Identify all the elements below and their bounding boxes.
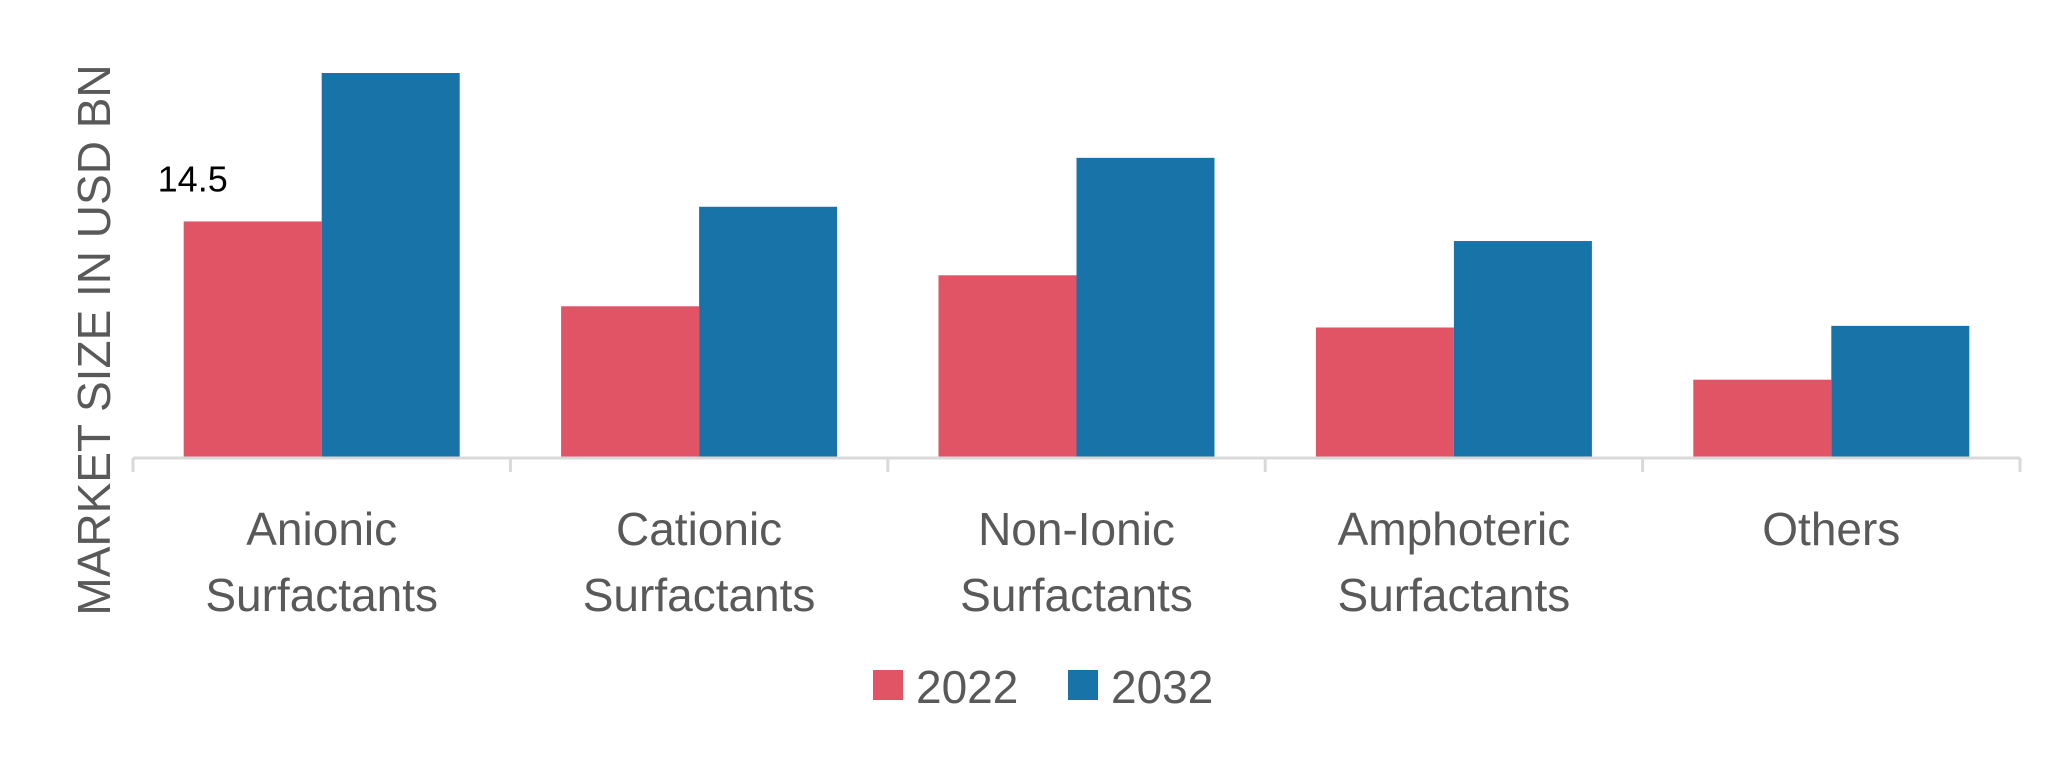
bar-2022-1 — [561, 306, 700, 458]
x-axis-group — [131, 456, 2022, 472]
bar-2032-2 — [1076, 157, 1215, 458]
category-label-1: Cationic Surfactants — [583, 503, 816, 621]
legend-swatch-2022 — [873, 670, 903, 700]
legend-swatch-2032 — [1068, 670, 1098, 700]
bars-group — [183, 73, 1970, 458]
bar-2022-0 — [183, 221, 322, 458]
bar-2032-0 — [321, 73, 460, 458]
data-labels-group: 14.5 — [158, 158, 228, 199]
bar-2022-4 — [1693, 379, 1832, 458]
bar-2032-1 — [699, 206, 838, 458]
legend-label-2032: 2032 — [1111, 661, 1213, 713]
category-label-4: Others — [1762, 503, 1900, 555]
bar-2032-4 — [1831, 325, 1970, 458]
y-axis-title-group: MARKET SIZE IN USD BN — [68, 64, 120, 615]
bar-2022-3 — [1315, 327, 1454, 458]
y-axis-title: MARKET SIZE IN USD BN — [68, 64, 120, 615]
category-labels-group: Anionic Surfactants Cationic Surfactants Non… — [205, 503, 1900, 621]
bar-2032-3 — [1453, 241, 1592, 458]
category-label-0: Anionic Surfactants — [205, 503, 438, 621]
category-label-3: Amphoteric Surfactants — [1338, 503, 1571, 621]
legend-label-2022: 2022 — [916, 661, 1018, 713]
bar-2022-2 — [938, 275, 1077, 458]
legend: 2022 2032 — [873, 661, 1213, 713]
category-label-2: Non-Ionic Surfactants — [960, 503, 1193, 621]
data-label-0: 14.5 — [158, 158, 228, 199]
